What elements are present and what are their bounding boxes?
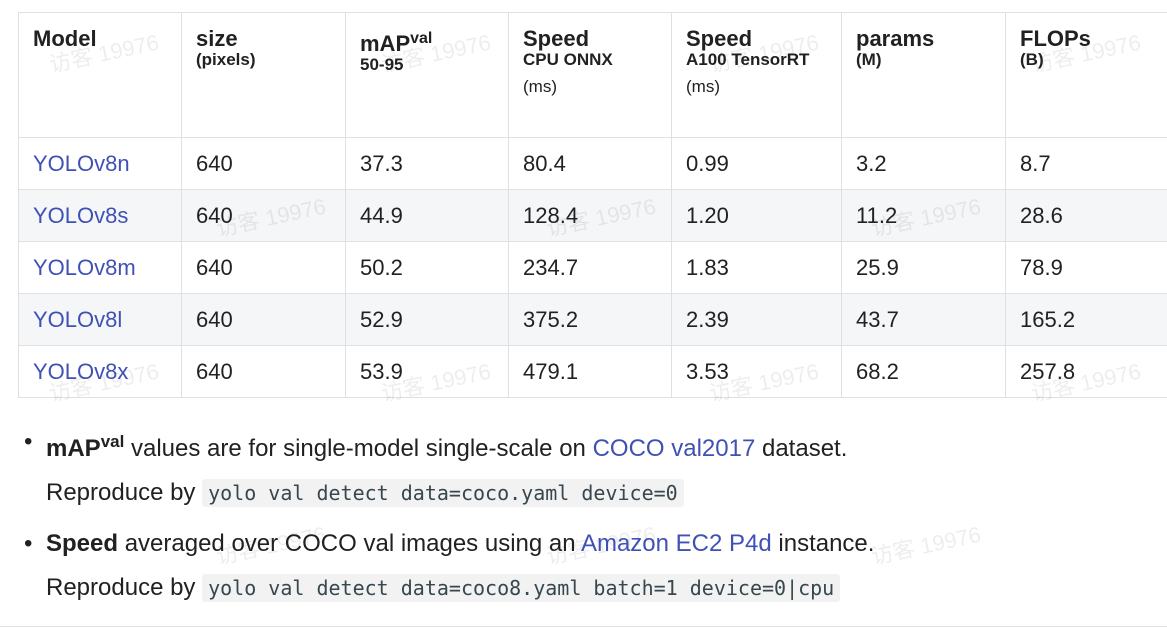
- header-label: Speed: [686, 26, 753, 51]
- note-lead: mAPval: [46, 432, 125, 462]
- model-comparison-table: Model size (pixels) mAPval 50-95 Speed C…: [18, 12, 1167, 398]
- cell-speed-gpu: 0.99: [671, 137, 842, 190]
- header-sublabel: (B): [1020, 50, 1044, 69]
- cell-size: 640: [181, 345, 346, 398]
- header-superscript: val: [410, 30, 433, 47]
- header-unit: (ms): [523, 77, 557, 96]
- reproduce-label: Reproduce by: [46, 574, 203, 601]
- cell-speed-cpu: 375.2: [508, 293, 672, 346]
- model-link-yolov8l[interactable]: YOLOv8l: [33, 306, 123, 332]
- header-label: Speed: [523, 26, 590, 51]
- reproduce-label: Reproduce by: [46, 479, 203, 506]
- command-code: yolo val detect data=coco8.yaml batch=1 …: [202, 574, 841, 602]
- cell-speed-cpu: 479.1: [508, 345, 672, 398]
- header-sublabel: CPU ONNX: [523, 50, 613, 69]
- cell-flops: 28.6: [1005, 189, 1167, 242]
- amazon-ec2-p4d-link[interactable]: Amazon EC2 P4d: [580, 530, 772, 557]
- cell-flops: 78.9: [1005, 241, 1167, 294]
- list-item: mAPval values are for single-model singl…: [24, 420, 1146, 515]
- cell-speed-gpu: 2.39: [671, 293, 842, 346]
- cell-map: 37.3: [345, 137, 509, 190]
- header-speed-gpu: Speed A100 TensorRT (ms): [671, 12, 842, 138]
- cell-map: 52.9: [345, 293, 509, 346]
- header-label: size: [196, 26, 238, 51]
- header-size: size (pixels): [181, 12, 346, 138]
- header-sublabel: 50-95: [360, 55, 404, 74]
- divider: [0, 626, 1167, 627]
- cell-params: 68.2: [841, 345, 1006, 398]
- table-notes: mAPval values are for single-model singl…: [24, 420, 1146, 617]
- note-reproduce: Reproduce by yolo val detect data=coco8.…: [46, 566, 1146, 610]
- table-row: YOLOv8x 640 53.9 479.1 3.53 68.2 257.8: [18, 345, 1167, 398]
- header-map: mAPval 50-95: [345, 12, 509, 138]
- table-row: YOLOv8n 640 37.3 80.4 0.99 3.2 8.7: [18, 137, 1167, 190]
- header-label-text: mAP: [360, 31, 411, 56]
- cell-model: YOLOv8m: [18, 241, 182, 294]
- cell-map: 53.9: [345, 345, 509, 398]
- cell-speed-gpu: 1.83: [671, 241, 842, 294]
- note-description: Speed averaged over COCO val images usin…: [46, 522, 1146, 566]
- table-row: YOLOv8s 640 44.9 128.4 1.20 11.2 28.6: [18, 189, 1167, 242]
- cell-flops: 8.7: [1005, 137, 1167, 190]
- header-speed-cpu: Speed CPU ONNX (ms): [508, 12, 672, 138]
- header-label: FLOPs: [1020, 26, 1091, 51]
- cell-size: 640: [181, 293, 346, 346]
- model-link-yolov8n[interactable]: YOLOv8n: [33, 150, 130, 176]
- cell-speed-cpu: 80.4: [508, 137, 672, 190]
- list-item: Speed averaged over COCO val images usin…: [24, 522, 1146, 610]
- note-text: instance.: [771, 530, 875, 557]
- cell-params: 11.2: [841, 189, 1006, 242]
- cell-params: 3.2: [841, 137, 1006, 190]
- cell-speed-gpu: 3.53: [671, 345, 842, 398]
- cell-map: 50.2: [345, 241, 509, 294]
- note-text: averaged over COCO val images using an: [118, 530, 581, 557]
- cell-size: 640: [181, 137, 346, 190]
- table-row: YOLOv8m 640 50.2 234.7 1.83 25.9 78.9: [18, 241, 1167, 294]
- note-text: values are for single-model single-scale…: [124, 435, 593, 462]
- note-text: dataset.: [755, 435, 848, 462]
- note-description: mAPval values are for single-model singl…: [46, 420, 1146, 471]
- header-params: params (M): [841, 12, 1006, 138]
- note-lead: Speed: [46, 530, 119, 557]
- header-sublabel: (M): [856, 50, 882, 69]
- cell-speed-cpu: 128.4: [508, 189, 672, 242]
- cell-model: YOLOv8l: [18, 293, 182, 346]
- note-lead-text: mAP: [46, 435, 101, 462]
- model-link-yolov8s[interactable]: YOLOv8s: [33, 202, 129, 228]
- header-sublabel: A100 TensorRT: [686, 50, 810, 69]
- cell-speed-cpu: 234.7: [508, 241, 672, 294]
- header-label: Model: [33, 26, 97, 51]
- cell-map: 44.9: [345, 189, 509, 242]
- cell-model: YOLOv8s: [18, 189, 182, 242]
- cell-flops: 165.2: [1005, 293, 1167, 346]
- cell-flops: 257.8: [1005, 345, 1167, 398]
- header-model: Model: [18, 12, 182, 138]
- cell-params: 43.7: [841, 293, 1006, 346]
- command-code: yolo val detect data=coco.yaml device=0: [202, 479, 684, 507]
- table-row: YOLOv8l 640 52.9 375.2 2.39 43.7 165.2: [18, 293, 1167, 346]
- cell-model: YOLOv8x: [18, 345, 182, 398]
- note-lead-superscript: val: [100, 432, 125, 451]
- header-label: mAPval: [360, 27, 494, 55]
- table-header-row: Model size (pixels) mAPval 50-95 Speed C…: [18, 12, 1167, 138]
- header-sublabel: (pixels): [196, 50, 256, 69]
- header-label: params: [856, 26, 935, 51]
- cell-model: YOLOv8n: [18, 137, 182, 190]
- cell-size: 640: [181, 241, 346, 294]
- model-link-yolov8x[interactable]: YOLOv8x: [33, 358, 129, 384]
- cell-speed-gpu: 1.20: [671, 189, 842, 242]
- cell-params: 25.9: [841, 241, 1006, 294]
- header-flops: FLOPs (B): [1005, 12, 1167, 138]
- cell-size: 640: [181, 189, 346, 242]
- note-reproduce: Reproduce by yolo val detect data=coco.y…: [46, 471, 1146, 515]
- header-unit: (ms): [686, 77, 720, 96]
- coco-val2017-link[interactable]: COCO val2017: [592, 435, 756, 462]
- model-link-yolov8m[interactable]: YOLOv8m: [33, 254, 136, 280]
